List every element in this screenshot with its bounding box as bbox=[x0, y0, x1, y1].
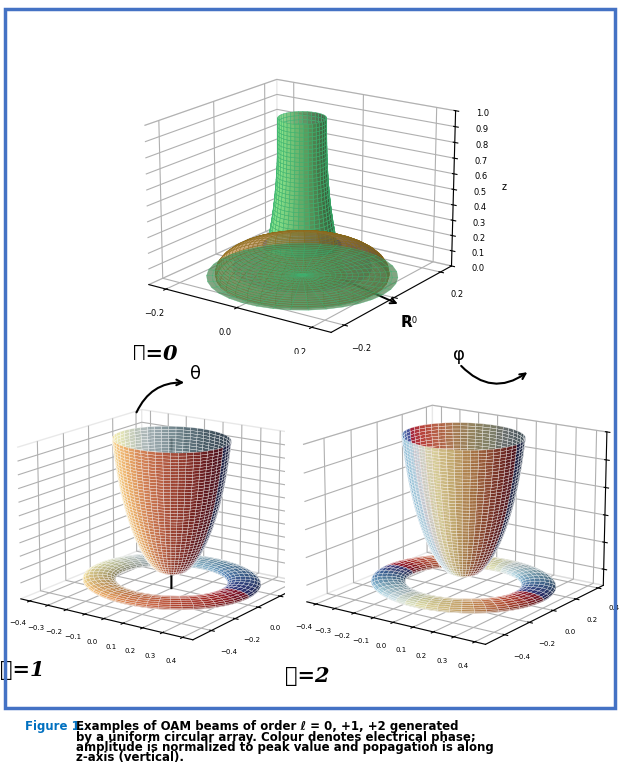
Text: θ: θ bbox=[190, 365, 202, 383]
Text: R: R bbox=[401, 315, 412, 330]
Text: ℓ=1: ℓ=1 bbox=[0, 660, 45, 680]
Text: amplitude is normalized to peak value and popagation is along: amplitude is normalized to peak value an… bbox=[76, 741, 494, 754]
Text: ℓ=0: ℓ=0 bbox=[133, 344, 178, 364]
Text: Figure 1.: Figure 1. bbox=[25, 720, 84, 734]
Text: z-axis (vertical).: z-axis (vertical). bbox=[76, 751, 184, 764]
Text: ℓ=2: ℓ=2 bbox=[285, 666, 330, 686]
Text: Examples of OAM beams of order ℓ = 0, +1, +2 generated: Examples of OAM beams of order ℓ = 0, +1… bbox=[76, 720, 458, 734]
Text: φ: φ bbox=[453, 346, 464, 364]
Text: by a uniform circular array. Colour denotes electrical phase;: by a uniform circular array. Colour deno… bbox=[76, 731, 476, 744]
